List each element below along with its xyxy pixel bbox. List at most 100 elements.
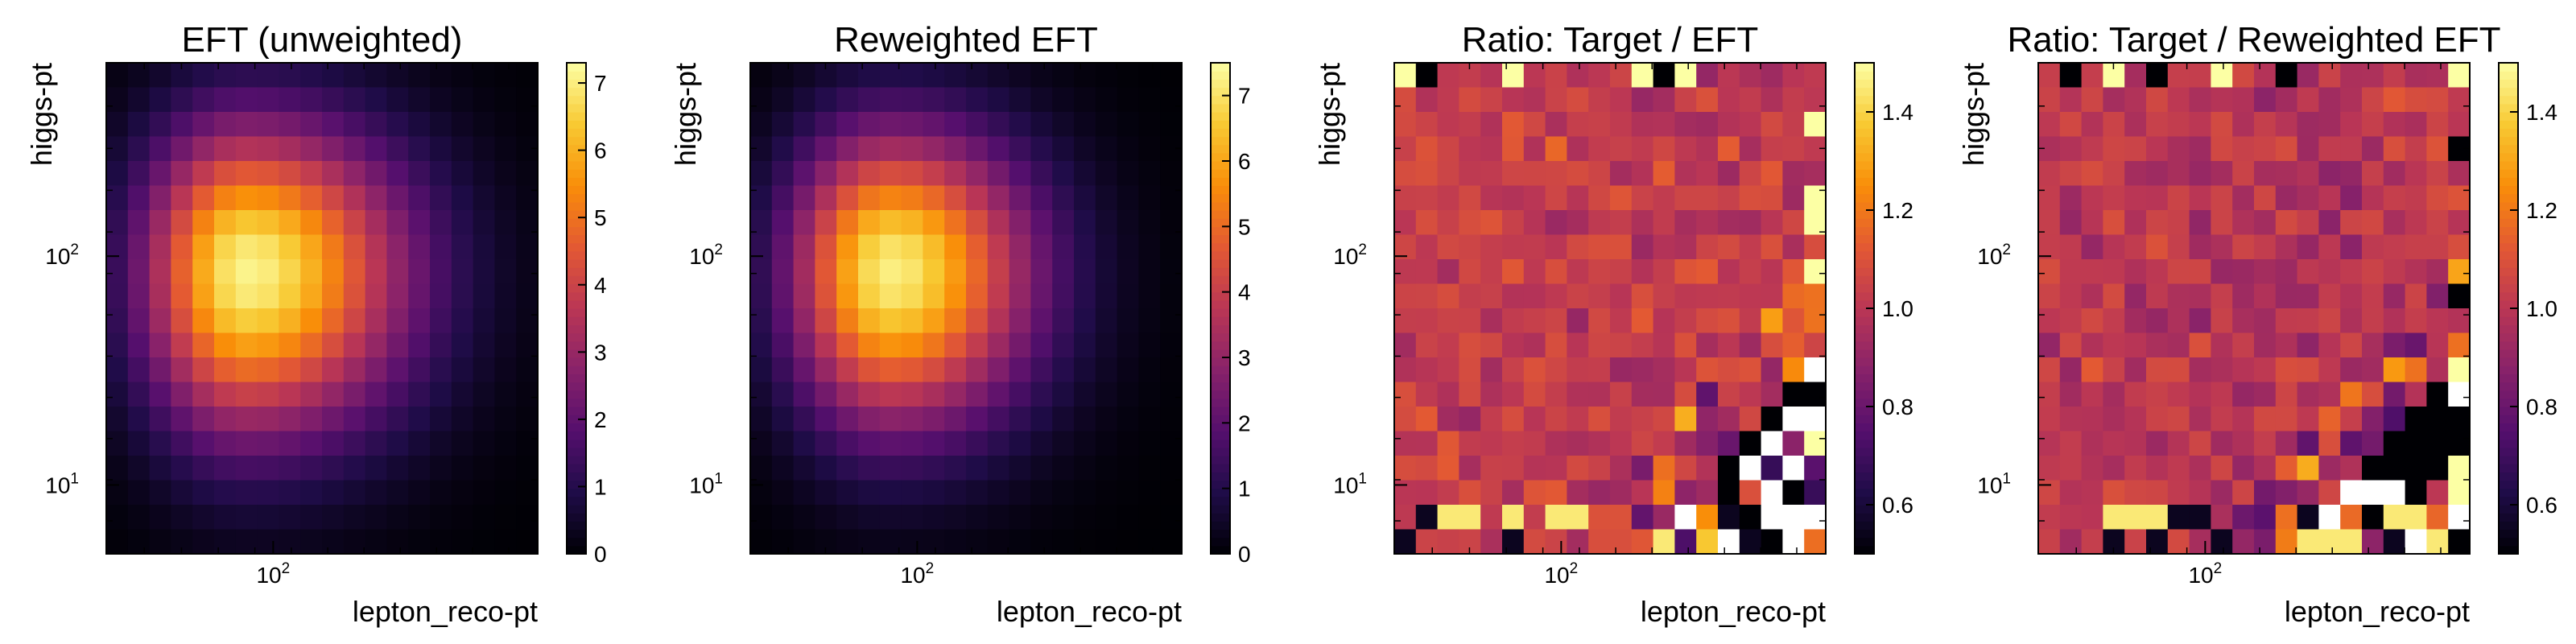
heatmap-cell <box>192 87 215 113</box>
heatmap-cell <box>1588 407 1611 432</box>
heatmap-cell <box>2383 87 2406 113</box>
heatmap-cell <box>408 259 431 285</box>
heatmap-cell <box>1415 407 1439 432</box>
heatmap-cell <box>2318 382 2341 407</box>
heatmap-cell <box>858 456 881 481</box>
heatmap-cell <box>127 357 151 383</box>
heatmap-cell <box>1567 480 1589 506</box>
heatmap-cell <box>2362 185 2384 211</box>
heatmap-cell <box>2146 357 2169 383</box>
heatmap-cell <box>1718 136 1740 162</box>
colorbar-tick-label: 5 <box>1238 214 1251 239</box>
heatmap-cell <box>322 234 345 260</box>
heatmap-cell <box>1523 87 1546 113</box>
heatmap-cell <box>1117 87 1139 113</box>
heatmap-cell <box>1653 308 1675 334</box>
heatmap-cell <box>322 456 345 481</box>
heatmap-cell <box>2383 431 2406 456</box>
heatmap-cell <box>1459 480 1481 506</box>
heatmap-cell <box>1804 357 1827 383</box>
heatmap-cell <box>2362 161 2384 187</box>
heatmap-cell <box>1545 431 1567 456</box>
heatmap-cell <box>2103 407 2125 432</box>
heatmap-cell <box>901 87 923 113</box>
heatmap-cell <box>2405 136 2427 162</box>
heatmap-cell <box>2275 529 2298 555</box>
heatmap-cell <box>836 87 859 113</box>
heatmap-cell <box>1074 456 1096 481</box>
heatmap-cell <box>879 185 902 211</box>
heatmap-cell <box>2211 529 2233 555</box>
heatmap-cell <box>2038 161 2061 187</box>
heatmap-cell <box>430 431 452 456</box>
heatmap-cell <box>473 332 495 358</box>
heatmap-cell <box>494 283 517 309</box>
heatmap-cell <box>750 112 773 138</box>
heatmap-cell <box>2318 332 2341 358</box>
heatmap-cell <box>1610 357 1633 383</box>
heatmap-cell <box>192 505 215 530</box>
heatmap-cell <box>2362 431 2384 456</box>
heatmap-cell <box>1480 431 1503 456</box>
heatmap-cell <box>2124 87 2147 113</box>
heatmap-cell <box>2426 87 2449 113</box>
heatmap-cell <box>2146 529 2169 555</box>
heatmap-cell <box>1653 112 1675 138</box>
heatmap-cell <box>1459 210 1481 236</box>
heatmap-cell <box>2103 210 2125 236</box>
heatmap-cell <box>2362 529 2384 555</box>
heatmap-cell <box>858 505 881 530</box>
heatmap-cell <box>2124 185 2147 211</box>
heatmap-cell <box>815 382 837 407</box>
heatmap-cell <box>322 136 345 162</box>
heatmap-cell <box>1415 431 1439 456</box>
heatmap-cell <box>858 431 881 456</box>
heatmap-cell <box>1567 259 1589 285</box>
heatmap-cell <box>1415 308 1439 334</box>
x-axis-label: lepton_reco-pt <box>1641 595 1826 628</box>
heatmap-cell <box>2167 480 2190 506</box>
heatmap-cell <box>1739 185 1762 211</box>
heatmap-cell <box>1160 210 1183 236</box>
heatmap-cell <box>2124 431 2147 456</box>
heatmap-cell <box>149 63 171 89</box>
heatmap-cell <box>127 431 151 456</box>
heatmap-cell <box>771 210 795 236</box>
heatmap-cell <box>1502 283 1525 309</box>
heatmap-cell <box>2189 234 2211 260</box>
heatmap-cell <box>879 259 902 285</box>
heatmap-cell <box>2189 210 2211 236</box>
heatmap-cell <box>2103 283 2125 309</box>
heatmap-cell <box>987 505 1010 530</box>
x-tick-label: 102 <box>900 560 934 588</box>
heatmap-cell <box>1804 308 1827 334</box>
heatmap-cell <box>322 161 345 187</box>
heatmap-cell <box>430 283 452 309</box>
heatmap-cell <box>214 456 237 481</box>
heatmap-cell <box>1394 63 1417 89</box>
heatmap-cell <box>815 234 837 260</box>
heatmap-cell <box>1718 112 1740 138</box>
heatmap-cell <box>1588 332 1611 358</box>
heatmap-cell <box>1782 357 1805 383</box>
heatmap-cell <box>1674 136 1697 162</box>
heatmap-cell <box>1653 407 1675 432</box>
heatmap-cell <box>1009 382 1031 407</box>
heatmap-cell <box>2189 259 2211 285</box>
heatmap-cell <box>235 407 258 432</box>
heatmap-cell <box>2383 161 2406 187</box>
heatmap-cell <box>343 332 366 358</box>
heatmap-cell <box>127 185 151 211</box>
heatmap-cell <box>2340 87 2363 113</box>
heatmap-cell <box>987 136 1010 162</box>
heatmap-cell <box>750 332 773 358</box>
heatmap-cell <box>1138 431 1161 456</box>
heatmap-cell <box>923 357 945 383</box>
heatmap-cell <box>1394 505 1417 530</box>
heatmap-cell <box>1394 308 1417 334</box>
heatmap-cell <box>2275 112 2298 138</box>
heatmap-cell <box>1030 112 1053 138</box>
heatmap-cell <box>793 87 815 113</box>
heatmap-cell <box>2383 259 2406 285</box>
